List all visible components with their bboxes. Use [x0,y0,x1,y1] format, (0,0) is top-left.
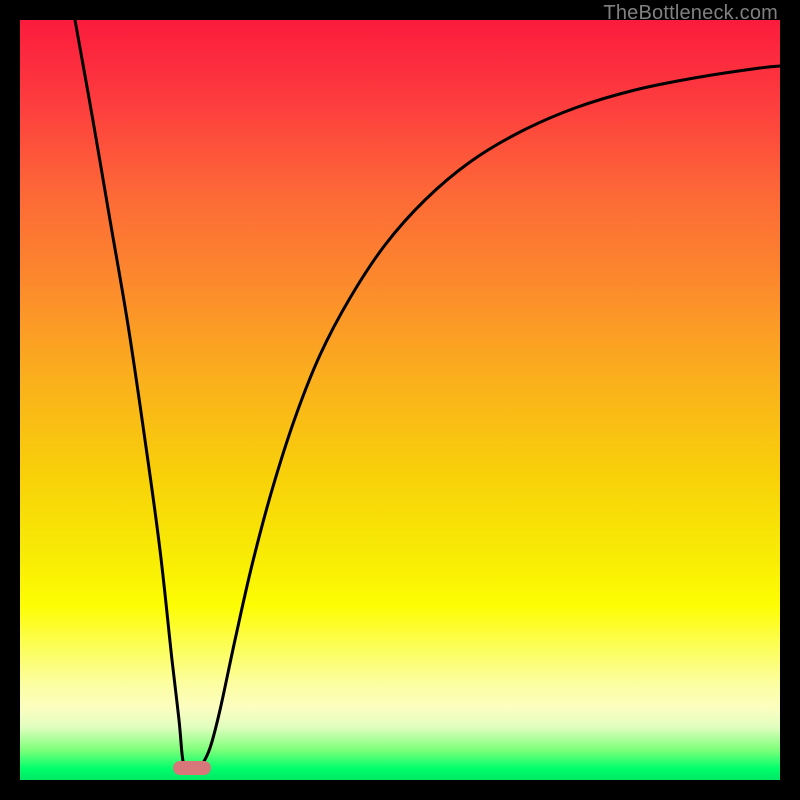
bottleneck-curve [20,20,780,780]
plot-area [20,20,780,780]
chart-container: TheBottleneck.com [0,0,800,800]
optimal-point-marker [173,761,211,775]
